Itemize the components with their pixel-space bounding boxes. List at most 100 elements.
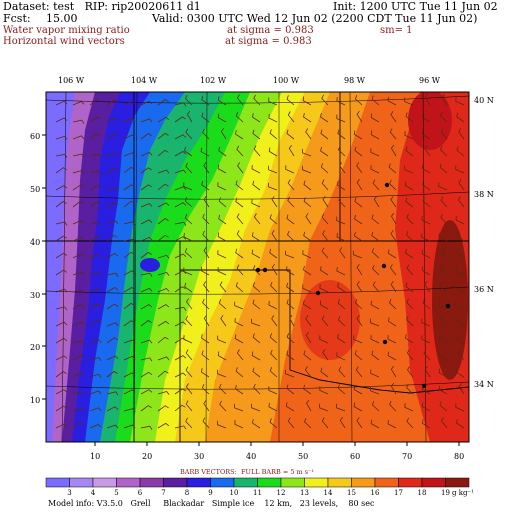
wind-barb — [355, 366, 363, 378]
wind-barb — [406, 264, 414, 276]
wind-barb — [440, 111, 448, 123]
wind-barb — [55, 100, 68, 106]
wind-barb — [421, 215, 431, 225]
wind-barb — [406, 349, 414, 361]
lat-label-38n: 38 N — [474, 190, 494, 199]
wind-barb — [440, 417, 448, 429]
wind-barb — [185, 162, 193, 174]
wind-barb — [372, 281, 380, 293]
wind-barb — [370, 165, 380, 174]
wind-barb — [390, 111, 397, 123]
wind-barb — [321, 213, 329, 225]
wind-barb — [106, 303, 119, 310]
wind-barb — [320, 146, 329, 157]
wind-barb — [319, 266, 329, 276]
wind-barb — [356, 162, 363, 174]
wind-barb — [288, 144, 295, 157]
colorbar-swatch — [116, 477, 141, 488]
wind-barb — [174, 102, 187, 107]
wind-barb — [371, 95, 380, 106]
wind-barb — [389, 128, 397, 140]
wind-barb — [123, 302, 135, 310]
wind-barb — [106, 99, 119, 106]
wind-barb — [72, 421, 84, 429]
wind-barb — [252, 282, 261, 293]
wind-barb — [353, 250, 363, 259]
wind-barb — [140, 339, 153, 344]
wind-barb — [72, 271, 85, 276]
wind-barb — [404, 181, 414, 191]
wind-barb — [286, 214, 295, 225]
wind-barb — [202, 230, 210, 242]
lon-label-102w: 102 W — [200, 76, 227, 85]
wind-barb — [354, 232, 363, 242]
wind-barb — [406, 213, 414, 225]
wind-barb — [234, 420, 244, 429]
grid-y-label-60: 60 — [30, 132, 41, 141]
wind-barb — [421, 164, 431, 174]
wind-barb — [219, 281, 227, 293]
grid-x-label-50: 50 — [298, 452, 309, 461]
wind-barb — [422, 299, 431, 310]
wind-barb — [174, 134, 187, 140]
wind-barb — [185, 383, 193, 395]
wind-barb — [203, 195, 210, 208]
wind-barb — [157, 116, 170, 123]
wind-barb — [336, 232, 346, 242]
wind-barb — [55, 117, 68, 123]
wind-barb — [406, 417, 414, 429]
wind-barb — [219, 400, 227, 412]
field1-level: at sigma = 0.983 — [227, 25, 314, 36]
wind-barb — [235, 367, 244, 378]
wind-barb — [184, 248, 193, 259]
colorbar-swatch — [374, 477, 399, 488]
wind-barb — [353, 385, 363, 395]
field2-name: Horizontal wind vectors — [3, 36, 125, 47]
wind-barb — [251, 164, 261, 174]
wind-barb — [455, 215, 465, 225]
wind-barb — [405, 231, 414, 242]
wind-barb — [336, 352, 346, 361]
wind-barb — [268, 97, 278, 106]
wind-barb — [237, 162, 244, 174]
wind-barb — [354, 350, 363, 361]
wind-barb — [387, 351, 397, 361]
wind-barb — [421, 419, 431, 429]
lon-label-96w: 96 W — [419, 76, 440, 85]
wind-barb — [174, 321, 187, 327]
colorbar-label: 4 — [90, 489, 96, 497]
wind-barb — [89, 319, 101, 327]
wind-barb — [338, 196, 346, 208]
wind-barb — [302, 250, 312, 259]
wind-barb — [252, 180, 261, 191]
wind-barb — [235, 282, 244, 293]
wind-barb — [106, 220, 119, 225]
wind-barb — [356, 263, 363, 276]
wind-barb — [456, 112, 465, 123]
wind-barb — [218, 214, 227, 225]
wind-barb — [106, 187, 119, 191]
wind-barb — [140, 251, 152, 259]
colorbar-label: 14 — [323, 489, 333, 497]
wind-barb — [123, 355, 136, 361]
wind-barb — [320, 367, 329, 378]
wind-barb — [217, 267, 227, 276]
wind-barb — [157, 272, 170, 276]
grid-x-label-10: 10 — [90, 452, 101, 461]
wind-barb — [123, 221, 136, 226]
wind-barb — [252, 113, 261, 123]
wind-barb — [354, 95, 363, 106]
wind-barb — [236, 230, 244, 242]
wind-barb — [353, 335, 363, 344]
wind-barb — [371, 231, 380, 242]
wind-barb — [174, 116, 186, 123]
wind-barb — [252, 333, 261, 344]
wind-barb — [123, 166, 135, 174]
wind-barb — [406, 315, 414, 327]
wind-barb — [220, 127, 227, 140]
lon-label-98w: 98 W — [344, 76, 365, 85]
wind-barb — [421, 249, 431, 259]
wind-barb — [305, 213, 312, 225]
barb-note: BARB VECTORS: FULL BARB = 5 m s⁻¹ — [180, 468, 315, 476]
wind-barb — [235, 180, 244, 191]
